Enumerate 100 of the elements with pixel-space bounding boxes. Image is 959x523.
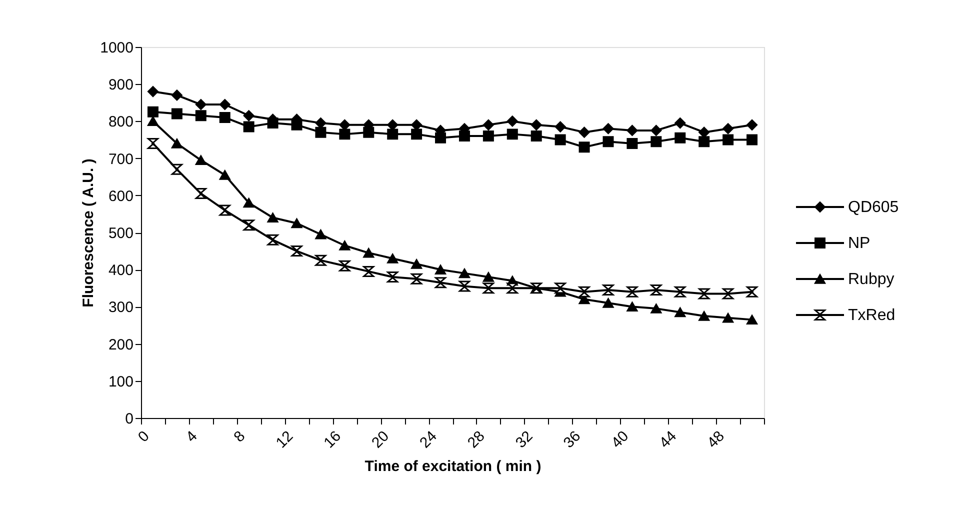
point <box>219 112 230 123</box>
point <box>698 126 710 138</box>
point <box>219 99 230 110</box>
point <box>339 240 350 250</box>
point <box>387 128 398 140</box>
point <box>722 312 734 323</box>
x-tick-label: 24 <box>416 428 440 452</box>
point <box>458 280 470 292</box>
point <box>530 119 542 130</box>
point <box>698 311 710 321</box>
x-tick-label: 36 <box>560 428 584 452</box>
point <box>411 128 422 140</box>
point <box>554 282 566 294</box>
point <box>746 119 758 130</box>
point <box>435 277 446 288</box>
point <box>243 110 254 122</box>
point <box>195 188 206 200</box>
point <box>602 284 614 296</box>
point <box>698 136 710 148</box>
x-tick-label: 16 <box>320 428 345 452</box>
point <box>147 106 158 118</box>
legend-label: QD605 <box>848 199 899 216</box>
x-tick-label: 0 <box>134 428 153 446</box>
point <box>195 99 206 110</box>
y-tick-label: 900 <box>108 76 134 94</box>
point <box>315 126 326 138</box>
y-tick-label: 300 <box>108 299 134 316</box>
x-axis-title: Time of excitation ( min ) <box>364 458 542 475</box>
legend-label: Rubpy <box>848 271 894 288</box>
point <box>746 286 758 298</box>
point <box>722 134 734 146</box>
point <box>506 282 518 294</box>
point <box>530 130 542 142</box>
point <box>554 134 566 146</box>
point <box>339 260 350 272</box>
point <box>267 234 278 246</box>
point <box>626 286 638 298</box>
point <box>147 138 158 149</box>
point <box>602 136 614 148</box>
point <box>387 119 398 130</box>
point <box>626 138 638 149</box>
point <box>650 284 662 296</box>
x-tick-label: 8 <box>230 428 249 446</box>
point <box>435 132 446 144</box>
point <box>722 123 734 134</box>
point <box>315 229 326 240</box>
point <box>650 304 662 314</box>
point <box>435 264 446 274</box>
point <box>243 198 254 208</box>
point <box>363 266 374 277</box>
x-tick-label: 4 <box>182 428 201 446</box>
point <box>578 286 590 298</box>
point <box>626 302 638 312</box>
y-tick-label: 200 <box>108 336 134 354</box>
x-tick-label: 48 <box>704 428 728 452</box>
x-tick-label: 44 <box>656 428 680 452</box>
x-tick-label: 40 <box>608 428 632 452</box>
point <box>674 118 686 129</box>
point <box>243 220 254 231</box>
point <box>339 119 350 130</box>
point <box>458 268 470 278</box>
point <box>291 218 302 228</box>
point <box>291 246 302 257</box>
point <box>482 272 494 282</box>
point <box>602 298 614 308</box>
point <box>506 116 518 127</box>
y-tick-label: 700 <box>108 150 134 168</box>
legend-label: NP <box>848 235 870 252</box>
point <box>411 273 422 284</box>
x-tick-label: 28 <box>464 428 488 452</box>
y-tick-label: 400 <box>108 262 134 280</box>
x-tick-label: 12 <box>272 428 297 452</box>
point <box>482 119 494 130</box>
point <box>482 130 494 142</box>
y-tick-label: 500 <box>108 225 134 242</box>
point <box>195 110 206 122</box>
point <box>578 142 590 153</box>
point <box>219 170 230 180</box>
point <box>482 282 494 294</box>
point <box>674 132 686 144</box>
point <box>578 126 590 138</box>
x-tick-label: 32 <box>512 428 536 452</box>
legend-label: TxRed <box>848 307 896 324</box>
point <box>650 136 662 148</box>
point <box>411 259 422 269</box>
x-tick-label: 20 <box>368 428 392 452</box>
point <box>171 108 182 120</box>
point <box>411 119 422 130</box>
point <box>243 121 254 132</box>
point <box>171 90 182 101</box>
point <box>171 138 182 148</box>
y-tick-label: 800 <box>108 114 134 131</box>
point <box>602 123 614 134</box>
point <box>458 130 470 142</box>
point <box>674 307 686 318</box>
point <box>147 116 158 126</box>
y-tick-label: 100 <box>108 373 134 390</box>
point <box>147 86 158 98</box>
point <box>387 272 398 283</box>
point <box>339 128 350 140</box>
